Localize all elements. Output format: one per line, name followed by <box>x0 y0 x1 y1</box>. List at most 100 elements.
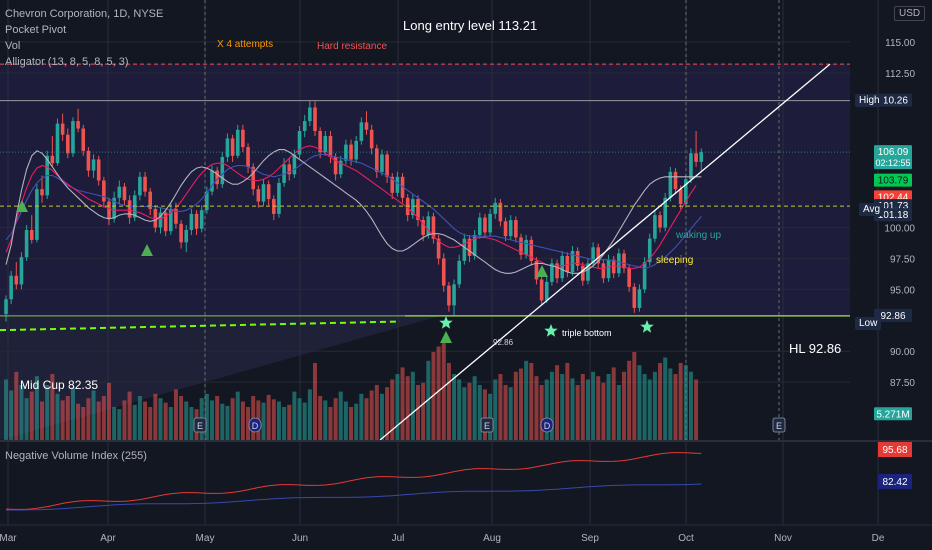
volume-bar <box>297 398 302 440</box>
indicator-alligator[interactable]: Alligator (13, 8, 5, 8, 5, 3) <box>5 56 129 68</box>
volume-bar <box>354 403 359 440</box>
volume-bar <box>261 402 266 440</box>
volume-bar <box>45 385 50 440</box>
candle-body <box>483 217 487 233</box>
candle-body <box>575 251 580 266</box>
candle-body <box>354 140 358 160</box>
candle-body <box>622 253 626 269</box>
annotation-sleeping: sleeping <box>656 255 694 266</box>
volume-bar <box>565 363 570 440</box>
volume-bar <box>570 378 575 440</box>
volume-bar <box>446 363 451 440</box>
volume-bar <box>122 400 127 440</box>
indicator-vol[interactable]: Vol <box>5 40 21 52</box>
volume-bar <box>637 365 642 440</box>
indicator-pocket-pivot[interactable]: Pocket Pivot <box>5 24 67 36</box>
volume-bar <box>591 371 596 440</box>
volume-bar <box>240 401 245 440</box>
volume-bar <box>364 398 369 440</box>
candle-body <box>174 208 178 224</box>
candle-body <box>210 170 214 192</box>
volume-bar <box>390 379 395 440</box>
volume-bar <box>153 393 158 440</box>
candle-body <box>215 170 219 185</box>
event-marker-bg <box>480 417 494 433</box>
volume-bar <box>647 379 652 440</box>
low-star-marker <box>640 320 654 333</box>
candle-body <box>606 259 611 279</box>
price-label: 110.26 <box>878 96 908 107</box>
candle-body <box>488 213 492 233</box>
volume-bar <box>575 385 580 440</box>
volume-bar <box>220 403 225 440</box>
volume-bar <box>318 396 323 440</box>
candle-body <box>637 289 642 308</box>
trendline <box>379 63 831 441</box>
volume-bar <box>173 389 178 440</box>
volume-bar <box>452 374 457 440</box>
symbol-title: Chevron Corporation, 1D, NYSE <box>5 8 164 20</box>
event-marker-bg <box>540 417 554 433</box>
volume-bar <box>76 403 81 440</box>
volume-bar <box>333 398 338 440</box>
candle-body <box>338 160 343 175</box>
volume-bar <box>292 391 297 440</box>
time-tick-label: Nov <box>774 533 792 544</box>
grid <box>0 0 879 525</box>
volume-bar <box>204 393 209 440</box>
candle-body <box>14 275 19 285</box>
candle-body <box>678 189 683 204</box>
candle-body <box>390 176 395 193</box>
candle-body <box>24 229 29 258</box>
candle-body <box>617 253 621 274</box>
price-label-bg <box>874 145 912 170</box>
candle-body <box>359 122 364 141</box>
volume-bar <box>549 371 554 440</box>
volume-bar <box>482 389 487 440</box>
volume-bar <box>343 401 348 440</box>
volume-bar <box>405 376 410 440</box>
candle-body <box>282 164 286 183</box>
annotation-9286-small: 92.86 <box>493 338 514 347</box>
volume-bar <box>81 407 86 440</box>
volume-bar <box>210 400 214 440</box>
event-marker-bg <box>193 417 207 433</box>
price-tick-label: 115.00 <box>885 38 915 49</box>
candle-body <box>668 171 673 198</box>
candle-body <box>663 197 667 228</box>
volume-bar <box>235 391 240 440</box>
candle-body <box>508 220 513 237</box>
time-tick-label: May <box>196 533 215 544</box>
currency-button[interactable]: USD <box>894 6 926 21</box>
time-tick-label: Apr <box>100 533 116 544</box>
candle-body <box>35 189 39 240</box>
volume-bar <box>287 404 292 440</box>
volume-bar <box>493 379 498 440</box>
volume-bar <box>117 409 122 440</box>
indicator-nvi[interactable]: Negative Volume Index (255) <box>5 450 147 462</box>
candle-body <box>205 191 209 211</box>
volume-bar <box>313 363 317 440</box>
time-tick-label: Jul <box>392 533 405 544</box>
volume-bar <box>9 390 14 440</box>
candle-body <box>642 262 647 290</box>
volume-bar <box>585 379 590 440</box>
volume-bar <box>529 363 534 440</box>
nvi-value-bg <box>878 442 912 457</box>
volume-bar <box>513 371 518 440</box>
volume-bar <box>616 385 621 440</box>
cup-zones <box>0 64 850 440</box>
time-tick-label: De <box>872 533 885 544</box>
volume-bar <box>508 387 513 440</box>
candle-body <box>122 186 127 201</box>
annotation-hard-resistance: Hard resistance <box>317 41 388 52</box>
volume-bar <box>225 405 230 440</box>
price-label: 101.73 <box>878 201 909 212</box>
volume-bar <box>143 401 148 440</box>
candle-body <box>627 268 631 287</box>
volume-bar <box>163 402 168 440</box>
candle-body <box>50 155 55 164</box>
price-tick-label: 97.50 <box>890 254 915 265</box>
volume-bar <box>498 374 503 440</box>
